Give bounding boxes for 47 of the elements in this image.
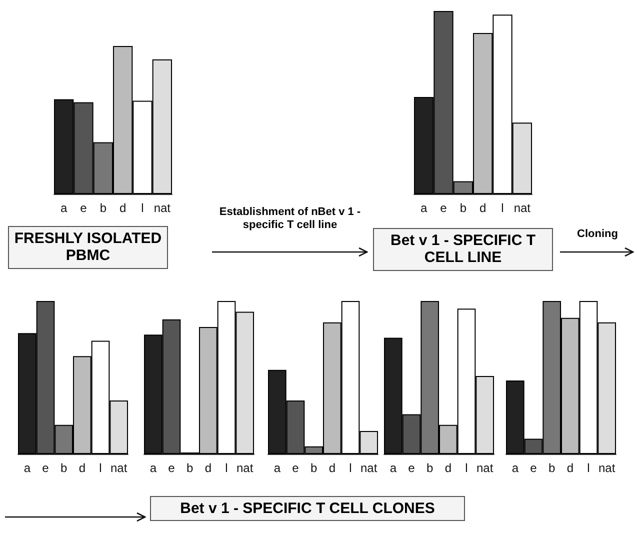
x-tick-label: l (349, 461, 352, 475)
x-tick-label: e (408, 461, 416, 475)
text: Cloning (576, 228, 619, 241)
x-tick-label: nat (154, 201, 172, 215)
x-tick-label: d (328, 461, 336, 475)
x-tick-label: nat (476, 461, 494, 475)
x-tick-label: a (390, 461, 397, 475)
x-tick-label: b (310, 461, 318, 475)
x-tick-label: l (465, 461, 468, 475)
x-tick-label: nat (110, 461, 128, 475)
x-tick-label: b (548, 461, 556, 475)
text: Bet v 1 - SPECIFIC T CELL CLONES (150, 496, 465, 522)
x-tick-label: b (100, 201, 107, 215)
x-tick-label: l (99, 461, 102, 475)
x-tick-label: e (292, 461, 300, 475)
x-tick-label: d (444, 461, 452, 475)
x-tick-label: b (426, 461, 434, 475)
x-tick-label: e (440, 201, 448, 215)
text: Bet v 1 - SPECIFIC T CELL LINE (373, 228, 553, 270)
x-tick-label: b (60, 461, 68, 475)
x-tick-label: a (150, 461, 157, 475)
x-tick-label: d (479, 201, 486, 215)
x-tick-label: l (501, 201, 504, 215)
x-tick-label: e (80, 201, 88, 215)
text: FRESHLY ISOLATED PBMC (8, 226, 168, 268)
x-tick-label: a (274, 461, 281, 475)
x-tick-label: b (186, 461, 194, 475)
x-tick-label: a (420, 201, 428, 215)
x-tick-label: d (119, 201, 126, 215)
x-tick-label: l (587, 461, 590, 475)
x-tick-label: l (225, 461, 228, 475)
x-tick-label: d (78, 461, 86, 475)
x-tick-label: e (42, 461, 50, 475)
x-tick-label: d (566, 461, 574, 475)
x-tick-label: a (24, 461, 31, 475)
x-tick-label: l (141, 201, 144, 215)
x-tick-label: a (512, 461, 519, 475)
x-tick-label: a (60, 201, 68, 215)
x-tick-label: nat (360, 461, 378, 475)
x-tick-label: d (204, 461, 212, 475)
x-tick-label: nat (514, 201, 532, 215)
x-tick-label: b (460, 201, 467, 215)
x-tick-label: e (530, 461, 538, 475)
text: Establishment of nBet v 1 - specific T cell line (218, 206, 362, 232)
x-tick-label: e (168, 461, 176, 475)
x-tick-label: nat (236, 461, 254, 475)
x-tick-label: nat (598, 461, 616, 475)
